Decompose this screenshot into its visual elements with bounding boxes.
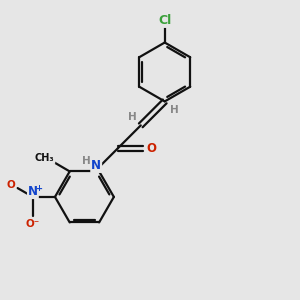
Text: H: H — [82, 156, 91, 166]
Text: N: N — [28, 185, 38, 198]
Text: O: O — [146, 142, 156, 155]
Text: H: H — [170, 105, 178, 115]
Text: Cl: Cl — [158, 14, 171, 27]
Text: H: H — [128, 112, 136, 122]
Text: N: N — [91, 159, 101, 172]
Text: O⁻: O⁻ — [26, 219, 40, 229]
Text: CH₃: CH₃ — [35, 153, 55, 163]
Text: +: + — [35, 184, 42, 193]
Text: O: O — [7, 180, 16, 190]
